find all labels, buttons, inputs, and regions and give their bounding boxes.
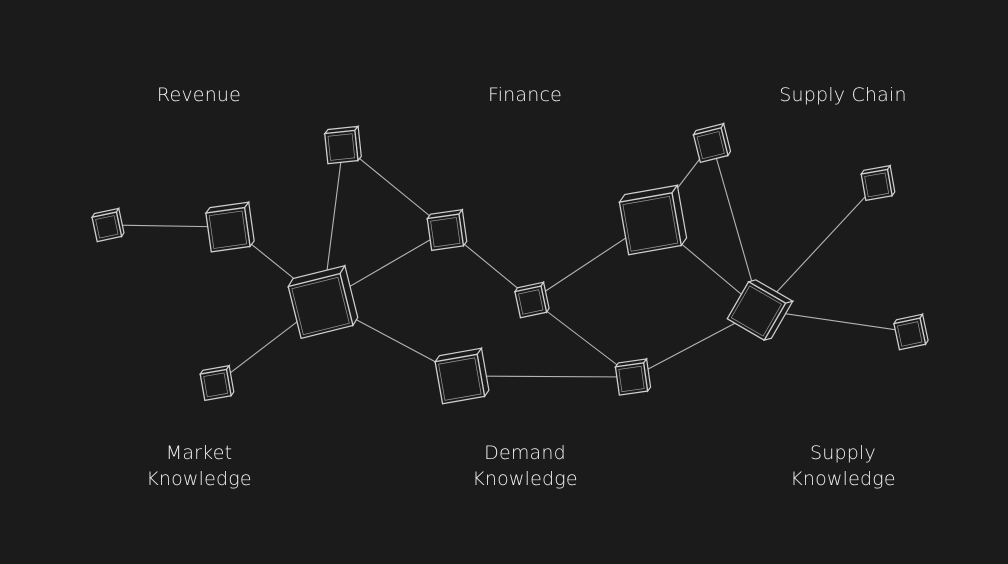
label-demand-knowledge: Demand Knowledge — [472, 442, 578, 490]
label-finance: Finance — [487, 84, 563, 106]
node-cube — [614, 357, 652, 396]
cube-inner-edge — [730, 285, 782, 337]
cube-inner-edge — [438, 357, 482, 401]
cube-front-face — [287, 272, 354, 340]
node-cube — [433, 346, 490, 405]
node-cube — [859, 164, 896, 202]
cube-front-face — [893, 317, 927, 351]
cube-front-face — [618, 192, 683, 256]
cube-front-face — [426, 213, 465, 252]
edge-n12-n13 — [759, 182, 879, 311]
cube-front-face — [205, 206, 251, 253]
cube-front-face — [726, 280, 787, 342]
label-revenue: Revenue — [156, 84, 242, 106]
cube-front-face — [434, 353, 486, 405]
cube-front-face — [199, 368, 232, 402]
edge-n8-n9 — [461, 375, 634, 378]
cube-front-face — [614, 362, 649, 396]
label-supply-knowledge: Supply Knowledge — [790, 442, 896, 490]
node-cube — [204, 200, 255, 253]
cube-front-face — [692, 127, 729, 164]
node-cube — [892, 312, 929, 351]
nodes-layer — [90, 122, 929, 405]
node-cube — [692, 122, 732, 164]
edges-layer — [107, 142, 912, 384]
cube-inner-edge — [430, 217, 461, 248]
cube-inner-edge — [203, 372, 229, 398]
node-cube — [618, 183, 688, 256]
node-cube — [286, 264, 359, 340]
edge-n7-n9 — [531, 299, 634, 378]
label-market-knowledge: Market Knowledge — [146, 442, 252, 490]
node-cube — [198, 364, 235, 402]
cube-inner-edge — [208, 210, 248, 249]
cube-front-face — [860, 168, 893, 202]
cube-inner-edge — [618, 365, 645, 393]
node-cube — [323, 124, 362, 165]
node-cube — [90, 206, 125, 243]
cube-inner-edge — [95, 215, 119, 239]
cube-inner-edge — [327, 133, 356, 161]
cube-inner-edge — [622, 195, 679, 252]
cube-inner-edge — [897, 321, 923, 347]
node-cube — [726, 279, 795, 342]
node-cube — [425, 208, 468, 252]
label-supply-chain: Supply Chain — [779, 84, 907, 106]
node-cube — [513, 280, 550, 319]
cube-inner-edge — [864, 172, 890, 198]
cube-inner-edge — [696, 131, 725, 160]
cube-front-face — [514, 285, 548, 319]
cube-inner-edge — [291, 276, 350, 336]
cube-front-face — [323, 129, 359, 165]
cube-front-face — [91, 211, 123, 243]
cube-inner-edge — [518, 289, 544, 315]
